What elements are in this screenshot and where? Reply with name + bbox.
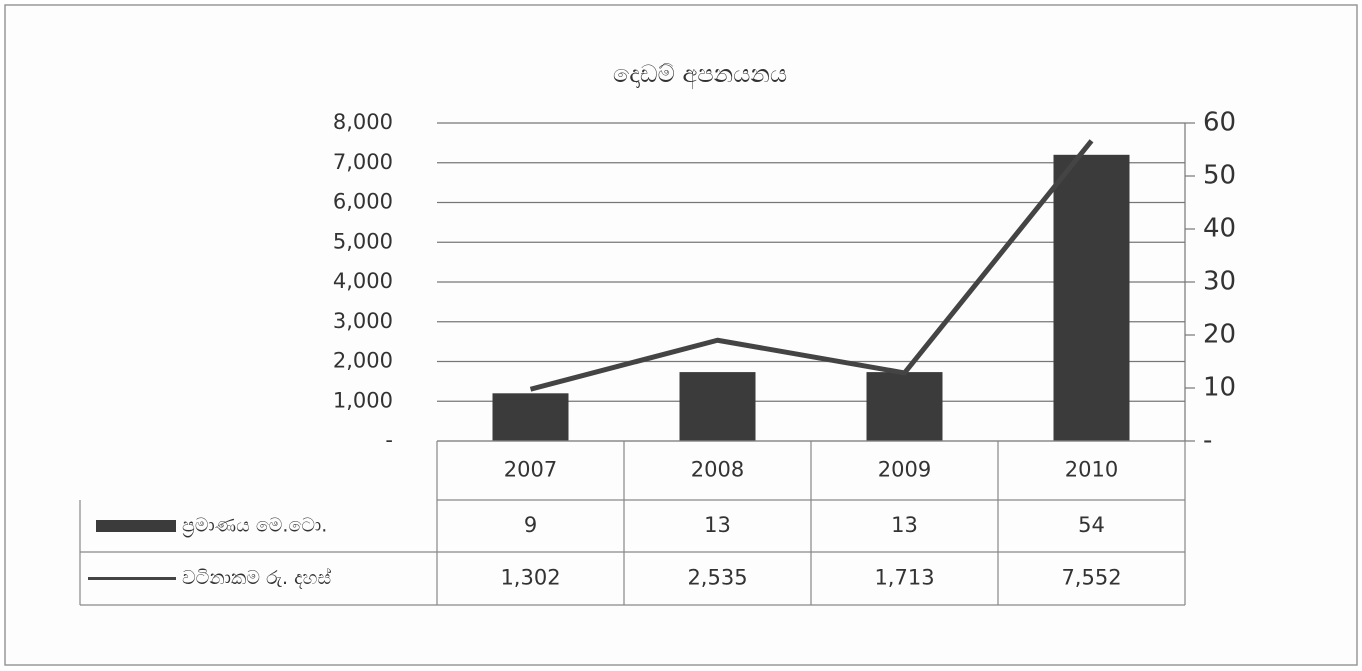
bar (679, 372, 756, 441)
table-value: 7,552 (1061, 566, 1121, 590)
y-tick-label: 5,000 (333, 229, 393, 253)
legend-label: ප්‍රමාණය මෙ.ටො. (182, 515, 327, 538)
y-tick-label: 4,000 (333, 269, 393, 293)
table-value: 9 (524, 513, 537, 537)
x-tick-label: 2008 (691, 458, 744, 482)
bar (492, 393, 569, 441)
table-value: 54 (1078, 513, 1105, 537)
line (529, 139, 1094, 392)
y2-tick-label: - (1203, 426, 1212, 456)
x-tick-label: 2009 (878, 458, 931, 482)
y2-tick-label: 60 (1203, 108, 1236, 138)
y2-tick-label: 20 (1203, 320, 1236, 350)
bar (866, 372, 943, 441)
table-value: 1,713 (874, 566, 934, 590)
y-tick-label: 8,000 (333, 110, 393, 134)
table-value: 13 (704, 513, 731, 537)
table-value: 2,535 (687, 566, 747, 590)
y2-tick-label: 30 (1203, 267, 1236, 297)
y2-tick-label: 10 (1203, 373, 1236, 403)
y-tick-label: - (385, 428, 393, 452)
bar (1053, 154, 1130, 442)
y2-tick-label: 40 (1203, 214, 1236, 244)
x-tick-label: 2007 (504, 458, 557, 482)
table-value: 13 (891, 513, 918, 537)
y-tick-label: 3,000 (333, 309, 393, 333)
y-tick-label: 2,000 (333, 349, 393, 373)
legend-label: වටිනාකම රු. දහස් (182, 567, 331, 589)
y-tick-label: 7,000 (333, 150, 393, 174)
chart-title: දොඩම් අපනයනය (613, 60, 787, 90)
table-value: 1,302 (500, 566, 560, 590)
legend-swatch (96, 520, 176, 532)
y-tick-label: 6,000 (333, 190, 393, 214)
y2-tick-label: 50 (1203, 161, 1236, 191)
y-tick-label: 1,000 (333, 388, 393, 412)
chart-border (4, 4, 1358, 666)
x-tick-label: 2010 (1065, 458, 1118, 482)
